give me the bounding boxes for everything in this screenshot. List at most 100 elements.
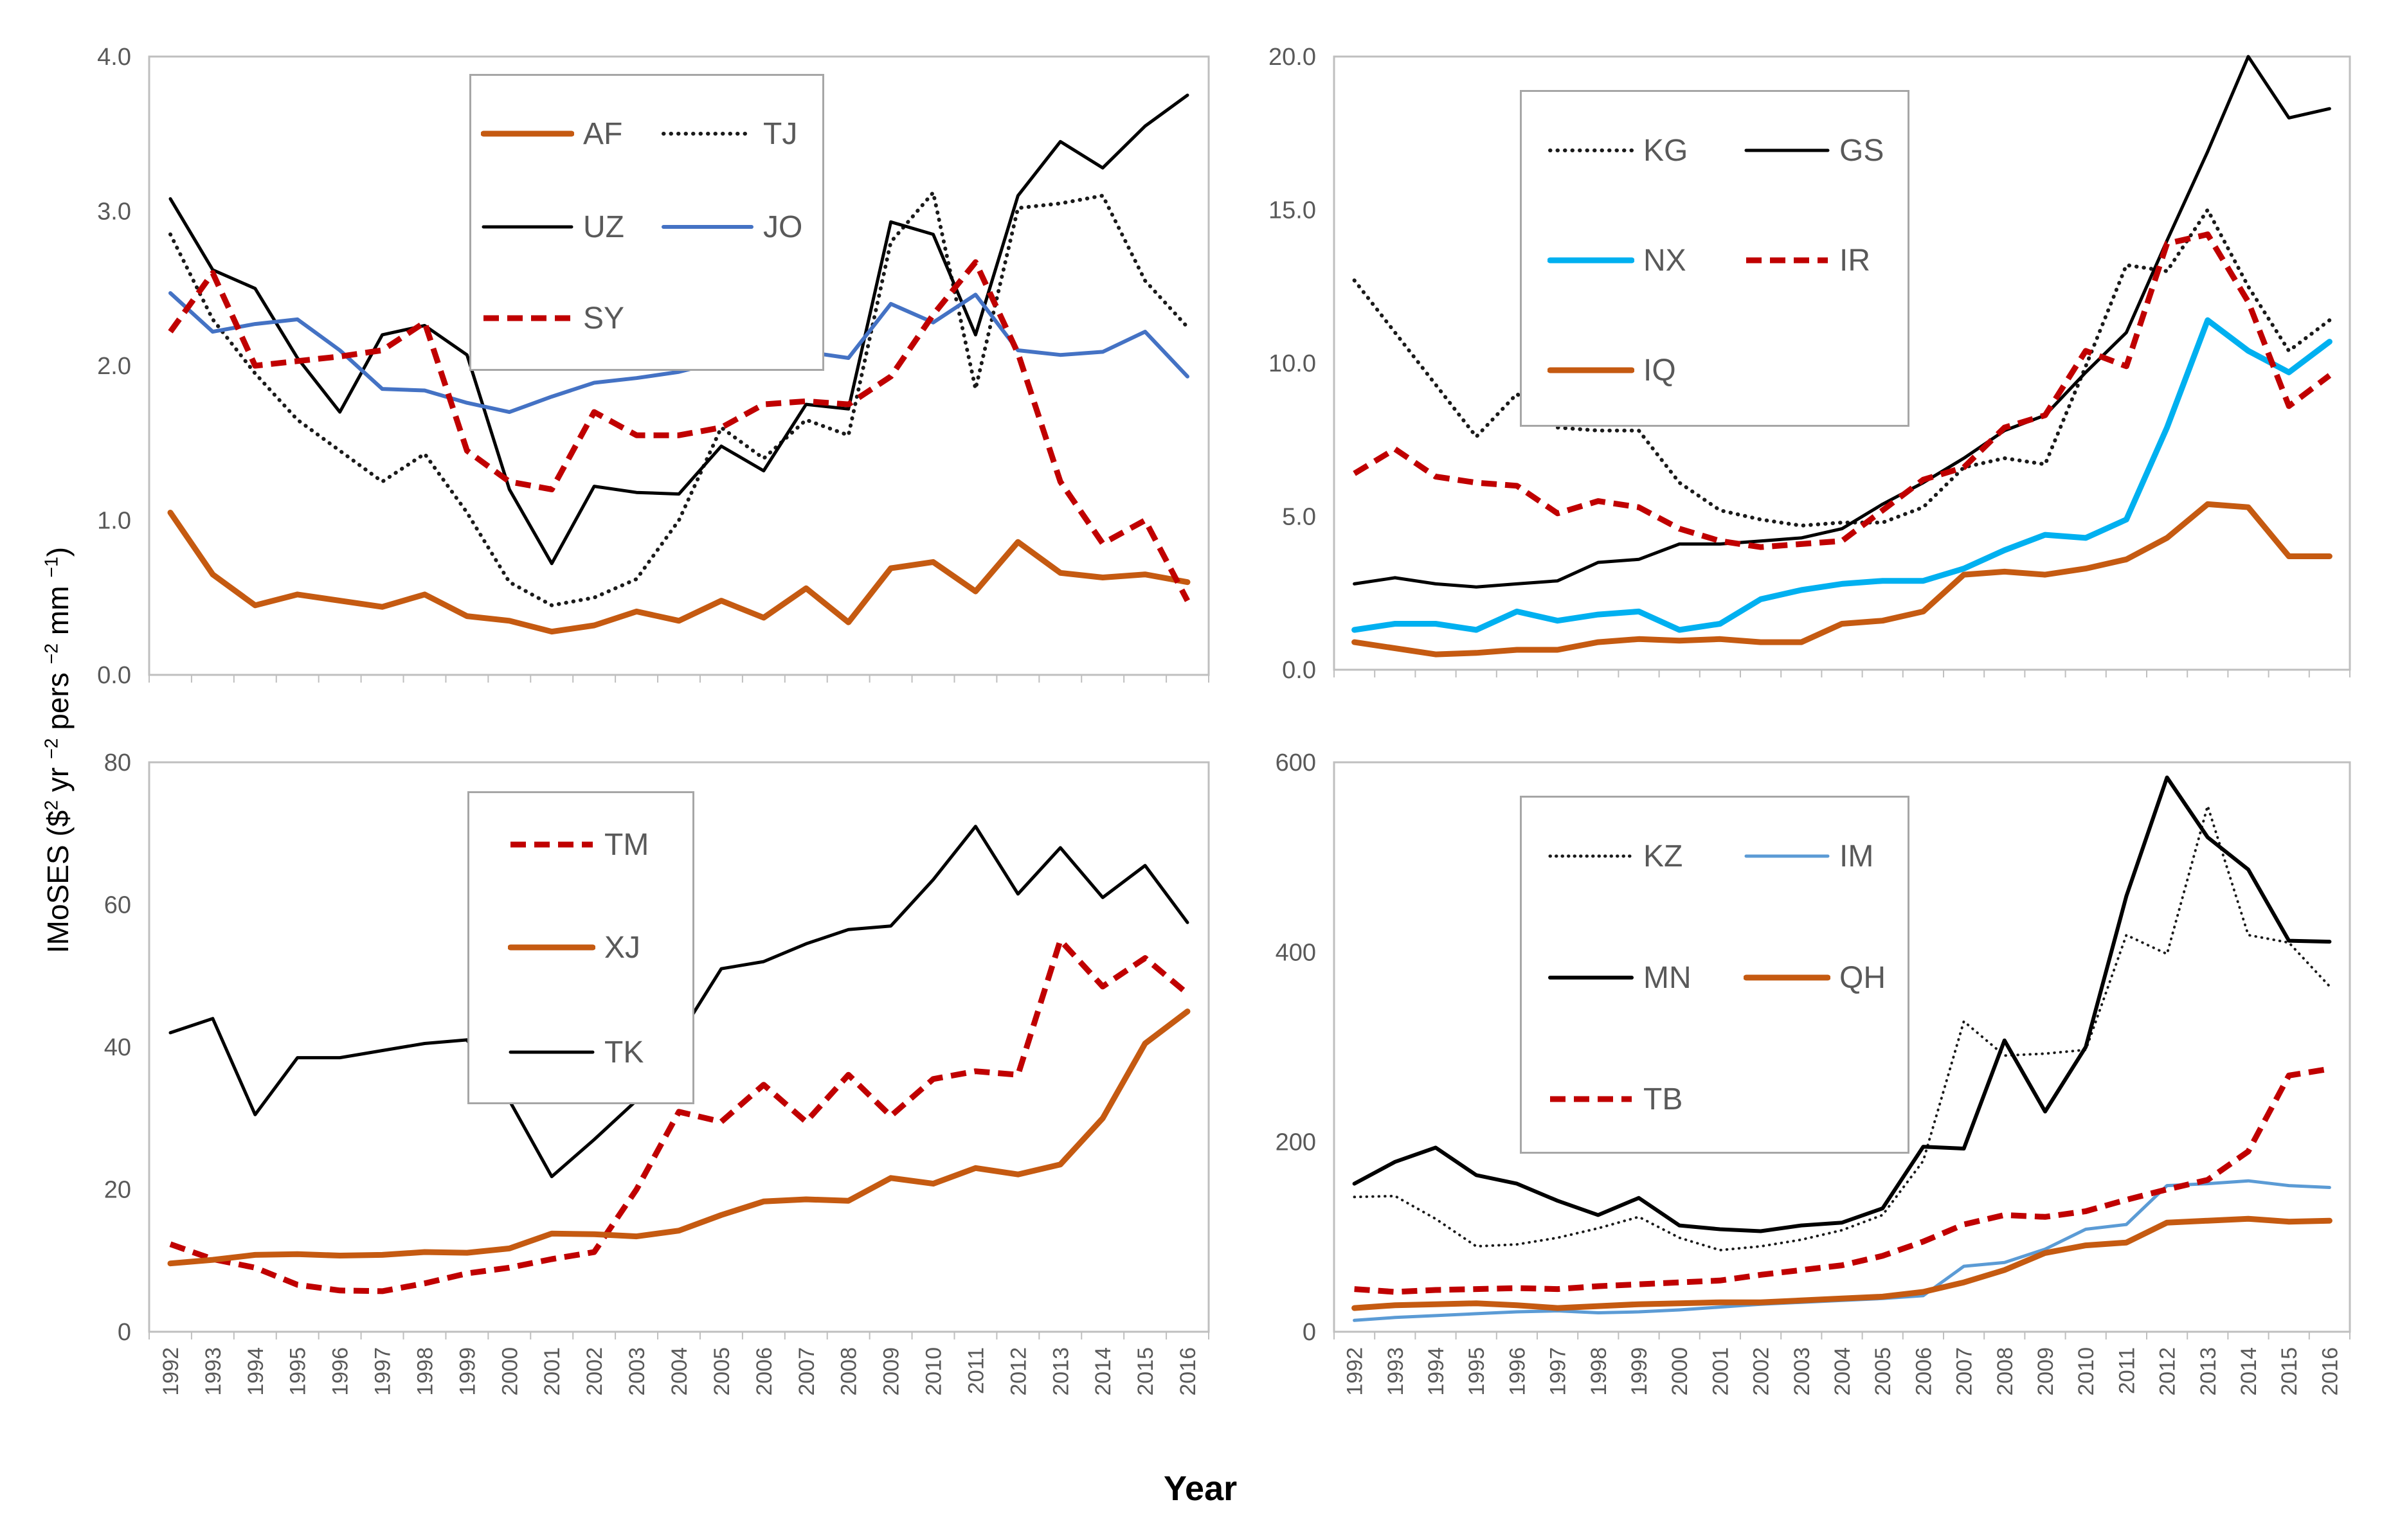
legend-label-TJ: TJ: [763, 116, 798, 151]
year-tick-label: 1993: [201, 1347, 226, 1396]
series-line-MN: [1352, 775, 2332, 1233]
y-tick-label: 4.0: [97, 44, 131, 71]
y-tick-label: 20.0: [1268, 44, 1316, 71]
year-tick-label: 2006: [1911, 1347, 1936, 1396]
legend-label-MN: MN: [1643, 960, 1692, 995]
y-tick-label: 15.0: [1268, 197, 1316, 224]
year-tick-label: 2009: [2034, 1347, 2058, 1396]
y-tick-label: 40: [104, 1034, 131, 1061]
legend-line-KG: [1548, 148, 1634, 152]
chart-bottom-left: 0 20 40 60 80 1992 1993 1994 1995 1996 1997 1998 199…: [104, 749, 1210, 1396]
year-tick-label: 2002: [1749, 1347, 1774, 1396]
legend-bottom-left: TM XJ TK: [467, 791, 694, 1104]
legend-label-GS: GS: [1839, 133, 1884, 168]
year-tick-label: 2000: [1668, 1347, 1692, 1396]
legend-entry-GS: GS: [1744, 131, 1884, 170]
x-ticks: [149, 1332, 1209, 1339]
year-tick-label: 2014: [1091, 1347, 1115, 1396]
x-ticks: [149, 675, 1209, 683]
legend-line-IR: [1746, 257, 1828, 264]
year-tick-label: 2005: [1871, 1347, 1895, 1396]
legend-line-NX: [1547, 257, 1634, 264]
chart-bottom-right: 0 200 400 600 1992 1993 1994 1995 1996 1997 1998 19…: [1276, 749, 2351, 1396]
plot-border: [148, 761, 1210, 1333]
legend-label-NX: NX: [1643, 243, 1686, 278]
year-tick-label: 1997: [371, 1347, 395, 1396]
year-tick-label: 2011: [964, 1347, 988, 1394]
legend-label-IR: IR: [1839, 243, 1870, 278]
y-tick-label: 5.0: [1282, 504, 1316, 531]
series-line-UZ: [168, 93, 1189, 566]
legend-entry-TM: TM: [508, 825, 649, 864]
series-line-KG: [1352, 208, 2332, 528]
legend-entry-TK: TK: [508, 1033, 644, 1071]
year-tick-label: 1999: [455, 1347, 480, 1396]
legend-line-GS: [1744, 148, 1830, 152]
year-tick-label: 2015: [2277, 1347, 2302, 1396]
legend-entry-IQ: IQ: [1547, 351, 1676, 389]
y-tick-label: 60: [104, 892, 131, 919]
year-tick-label: 1998: [413, 1347, 437, 1396]
y-tick-label: 0.0: [97, 662, 131, 689]
year-tick-label: 2012: [1006, 1347, 1031, 1396]
y-tick-label: 1.0: [97, 508, 131, 535]
legend-line-XJ: [508, 944, 595, 951]
year-tick-label: 2007: [1953, 1347, 1977, 1396]
year-tick-label: 2003: [625, 1347, 649, 1396]
y-tick-label: 2.0: [97, 353, 131, 380]
legend-label-JO: JO: [763, 210, 803, 244]
year-tick-label: 1996: [329, 1347, 353, 1396]
year-tick-label: 1997: [1546, 1347, 1571, 1396]
legend-entry-KG: KG: [1547, 131, 1688, 170]
year-tick-label: 2003: [1790, 1347, 1814, 1396]
year-tick-label: 1996: [1505, 1347, 1529, 1396]
y-tick-label: 80: [104, 749, 131, 776]
legend-top-right: KG GS NX IR IQ: [1520, 90, 1909, 427]
y-axis-title: IMoSES ($2 yr −2 pers −2 mm −1): [41, 546, 75, 954]
series-line-TB: [1354, 1066, 2331, 1295]
series-line-JO: [168, 291, 1189, 415]
year-tick-label: 2009: [880, 1347, 904, 1396]
legend-line-JO: [662, 225, 753, 229]
year-tick-label: 2010: [2074, 1347, 2098, 1396]
legend-entry-KZ: KZ: [1547, 837, 1683, 875]
legend-line-QH: [1744, 974, 1830, 981]
legend-line-TM: [510, 841, 593, 848]
plot-border: [148, 55, 1210, 676]
y-tick-label: 0: [1303, 1319, 1316, 1346]
series-line-KZ: [1353, 804, 2331, 1251]
year-tick-label: 2006: [752, 1347, 777, 1396]
series-line-QH: [1351, 1215, 2332, 1311]
year-tick-label: 2008: [1993, 1347, 2017, 1396]
legend-line-MN: [1548, 976, 1634, 980]
x-axis-title: Year: [1164, 1469, 1238, 1508]
legend-entry-SY: SY: [481, 299, 624, 337]
year-tick-label: 2007: [795, 1347, 819, 1396]
legend-label-QH: QH: [1839, 960, 1886, 995]
legend-entry-AF: AF: [481, 114, 622, 153]
legend-entry-JO: JO: [661, 208, 802, 246]
legend-entry-QH: QH: [1744, 958, 1886, 997]
year-tick-label: 2016: [1176, 1347, 1200, 1396]
legend-label-XJ: XJ: [604, 930, 641, 965]
legend-label-TK: TK: [604, 1035, 644, 1070]
chart-top-left: 0.0 1.0 2.0 3.0 4.0: [97, 44, 1210, 689]
x-ticks: [1333, 1332, 2350, 1339]
legend-entry-IR: IR: [1744, 241, 1870, 280]
legend-top-left: AF TJ UZ JO SY: [469, 74, 824, 371]
year-tick-label: 2000: [498, 1347, 522, 1396]
plot-border: [1333, 55, 2351, 671]
year-tick-label: 2013: [1049, 1347, 1073, 1396]
year-tick-label: 2014: [2237, 1347, 2261, 1396]
legend-line-SY: [483, 315, 572, 321]
legend-label-AF: AF: [583, 116, 623, 151]
legend-entry-NX: NX: [1547, 241, 1686, 280]
series-line-IQ: [1351, 501, 2332, 658]
year-tick-label: 2011: [2115, 1347, 2139, 1394]
year-tick-label: 1999: [1627, 1347, 1652, 1396]
legend-label-UZ: UZ: [583, 210, 624, 244]
series-line-TM: [169, 937, 1189, 1294]
y-tick-label: 3.0: [97, 199, 131, 226]
